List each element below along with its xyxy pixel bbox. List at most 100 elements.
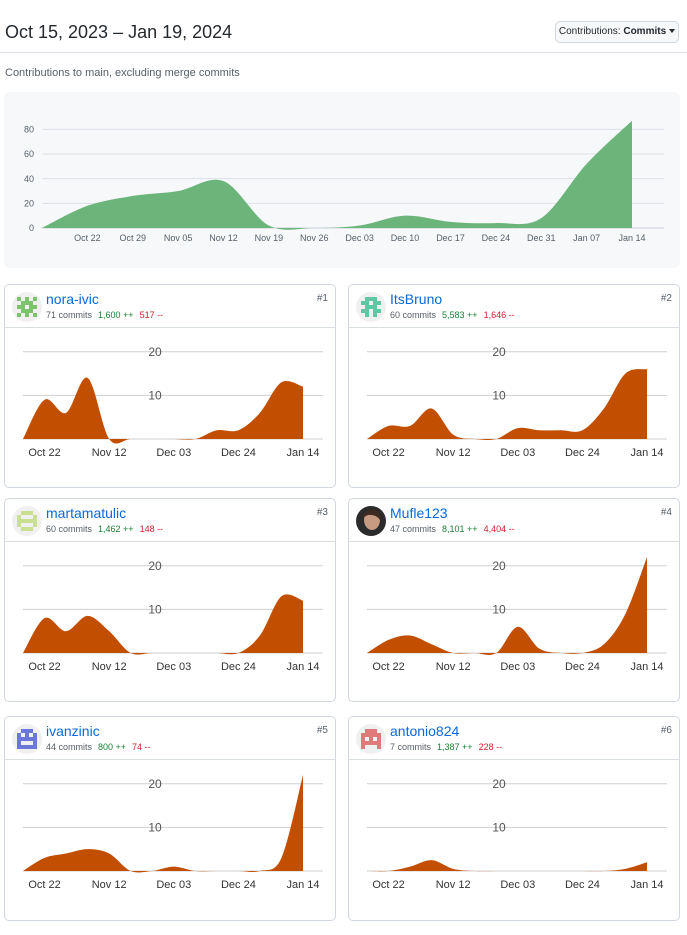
- y-tick-label: 10: [148, 821, 162, 835]
- identicon-pixel: [25, 745, 29, 749]
- identicon-pixel: [33, 745, 37, 749]
- identicon-pixel: [33, 519, 37, 523]
- identicon-pixel: [25, 519, 29, 523]
- avatar[interactable]: [12, 724, 42, 754]
- deletions-count: 74 --: [132, 742, 151, 752]
- identicon-pixel: [25, 301, 29, 305]
- identicon-pixel: [369, 729, 373, 733]
- additions-count: 800 ++: [98, 742, 127, 752]
- identicon-pixel: [377, 309, 381, 313]
- caret-down-icon: [669, 29, 676, 34]
- series-area: [367, 860, 647, 872]
- y-tick-label: 60: [24, 149, 34, 159]
- y-tick-label: 20: [24, 198, 34, 208]
- commit-count: 60 commits: [46, 524, 93, 534]
- identicon-pixel: [365, 313, 369, 317]
- contributor-chart: 10 20 Oct 22 Nov 12 Dec 03 Dec 24 Jan 14: [349, 542, 679, 701]
- identicon-pixel: [365, 733, 369, 737]
- contributor-card: martamatulic 60 commits 1,462 ++ 148 -- #3 10…: [4, 498, 336, 702]
- contributor-card-header: antonio824 7 commits 1,387 ++ 228 -- #6: [349, 717, 679, 760]
- y-tick-label: 80: [24, 124, 34, 134]
- identicon-pixel: [361, 741, 365, 745]
- contributor-rank: #1: [316, 293, 328, 304]
- identicon-pixel: [33, 305, 37, 309]
- identicon-pixel: [17, 733, 21, 737]
- identicon-pixel: [373, 741, 377, 745]
- contributions-type-dropdown[interactable]: Contributions: Commits: [555, 21, 679, 43]
- photo-avatar-icon: [356, 506, 386, 536]
- avatar[interactable]: [356, 292, 386, 322]
- identicon-pixel: [373, 313, 377, 317]
- x-tick-label: Oct 22: [28, 661, 60, 673]
- contributor-card-header: nora-ivic 71 commits 1,600 ++ 517 -- #1: [5, 285, 335, 328]
- commit-count: 7 commits: [390, 742, 432, 752]
- x-tick-label: Nov 12: [436, 661, 471, 673]
- contributor-rank: #2: [660, 293, 672, 304]
- commit-count: 44 commits: [46, 742, 93, 752]
- identicon-icon: [12, 724, 42, 754]
- identicon-icon: [12, 506, 42, 536]
- identicon-pixel: [373, 305, 377, 309]
- contributor-stats: 47 commits 8,101 ++ 4,404 --: [390, 524, 515, 534]
- identicon-pixel: [29, 511, 33, 515]
- series-area: [23, 594, 303, 655]
- contributor-rank: #4: [660, 507, 672, 518]
- avatar[interactable]: [12, 506, 42, 536]
- contributor-name-link[interactable]: ivanzinic: [46, 723, 100, 739]
- identicon-pixel: [25, 737, 29, 741]
- additions-count: 5,583 ++: [442, 310, 478, 320]
- x-tick-label: Dec 03: [156, 661, 191, 673]
- identicon-pixel: [365, 741, 369, 745]
- contributor-name-link[interactable]: antonio824: [390, 723, 460, 739]
- x-tick-label: Dec 24: [221, 661, 256, 673]
- x-tick-label: Nov 05: [164, 233, 193, 243]
- avatar[interactable]: [356, 724, 386, 754]
- contributor-name-link[interactable]: nora-ivic: [46, 291, 99, 307]
- x-tick-label: Dec 03: [500, 661, 535, 673]
- contributor-name-link[interactable]: ItsBruno: [390, 291, 443, 307]
- identicon-pixel: [29, 527, 33, 531]
- additions-count: 8,101 ++: [442, 524, 478, 534]
- identicon-pixel: [33, 515, 37, 519]
- contributor-rank: #3: [316, 507, 328, 518]
- y-tick-label: 20: [492, 559, 506, 573]
- contributor-name-link[interactable]: martamatulic: [46, 505, 127, 521]
- identicon-pixel: [17, 523, 21, 527]
- x-tick-label: Oct 22: [372, 879, 404, 891]
- identicon-pixel: [369, 741, 373, 745]
- x-tick-label: Nov 26: [300, 233, 329, 243]
- x-tick-label: Jan 14: [618, 233, 645, 243]
- contributor-stats: 71 commits 1,600 ++ 517 --: [46, 310, 163, 320]
- y-tick-label: 10: [492, 821, 506, 835]
- avatar[interactable]: [12, 292, 42, 322]
- y-tick-label: 20: [148, 559, 162, 573]
- identicon-pixel: [21, 745, 25, 749]
- x-tick-label: Oct 29: [120, 233, 147, 243]
- identicon-pixel: [369, 733, 373, 737]
- avatar-background: [12, 292, 42, 322]
- contributor-stats: 60 commits 1,462 ++ 148 --: [46, 524, 163, 534]
- contributor-chart: 10 20 Oct 22 Nov 12 Dec 03 Dec 24 Jan 14: [5, 760, 335, 920]
- identicon-pixel: [29, 305, 33, 309]
- deletions-count: 1,646 --: [483, 310, 515, 320]
- contributor-chart-svg: 10 20 Oct 22 Nov 12 Dec 03 Dec 24 Jan 14: [367, 777, 667, 891]
- contributor-stats: 60 commits 5,583 ++ 1,646 --: [390, 310, 515, 320]
- identicon-pixel: [21, 737, 25, 741]
- avatar[interactable]: [356, 506, 386, 536]
- identicon-pixel: [25, 527, 29, 531]
- deletions-count: 228 --: [478, 742, 503, 752]
- contributor-name-link[interactable]: Mufle123: [390, 505, 448, 521]
- identicon-pixel: [33, 313, 37, 317]
- identicon-pixel: [33, 733, 37, 737]
- contributor-chart: 10 20 Oct 22 Nov 12 Dec 03 Dec 24 Jan 14: [5, 328, 335, 487]
- identicon-pixel: [25, 297, 29, 301]
- identicon-pixel: [25, 313, 29, 317]
- x-tick-label: Oct 22: [372, 661, 404, 673]
- identicon-pixel: [21, 309, 25, 313]
- x-tick-label: Dec 24: [565, 879, 600, 891]
- contributor-stats: 7 commits 1,387 ++ 228 --: [390, 742, 502, 752]
- x-tick-label: Jan 14: [286, 447, 319, 459]
- identicon-pixel: [377, 301, 381, 305]
- series-area: [42, 120, 632, 230]
- contributor-card-header: martamatulic 60 commits 1,462 ++ 148 -- #3: [5, 499, 335, 542]
